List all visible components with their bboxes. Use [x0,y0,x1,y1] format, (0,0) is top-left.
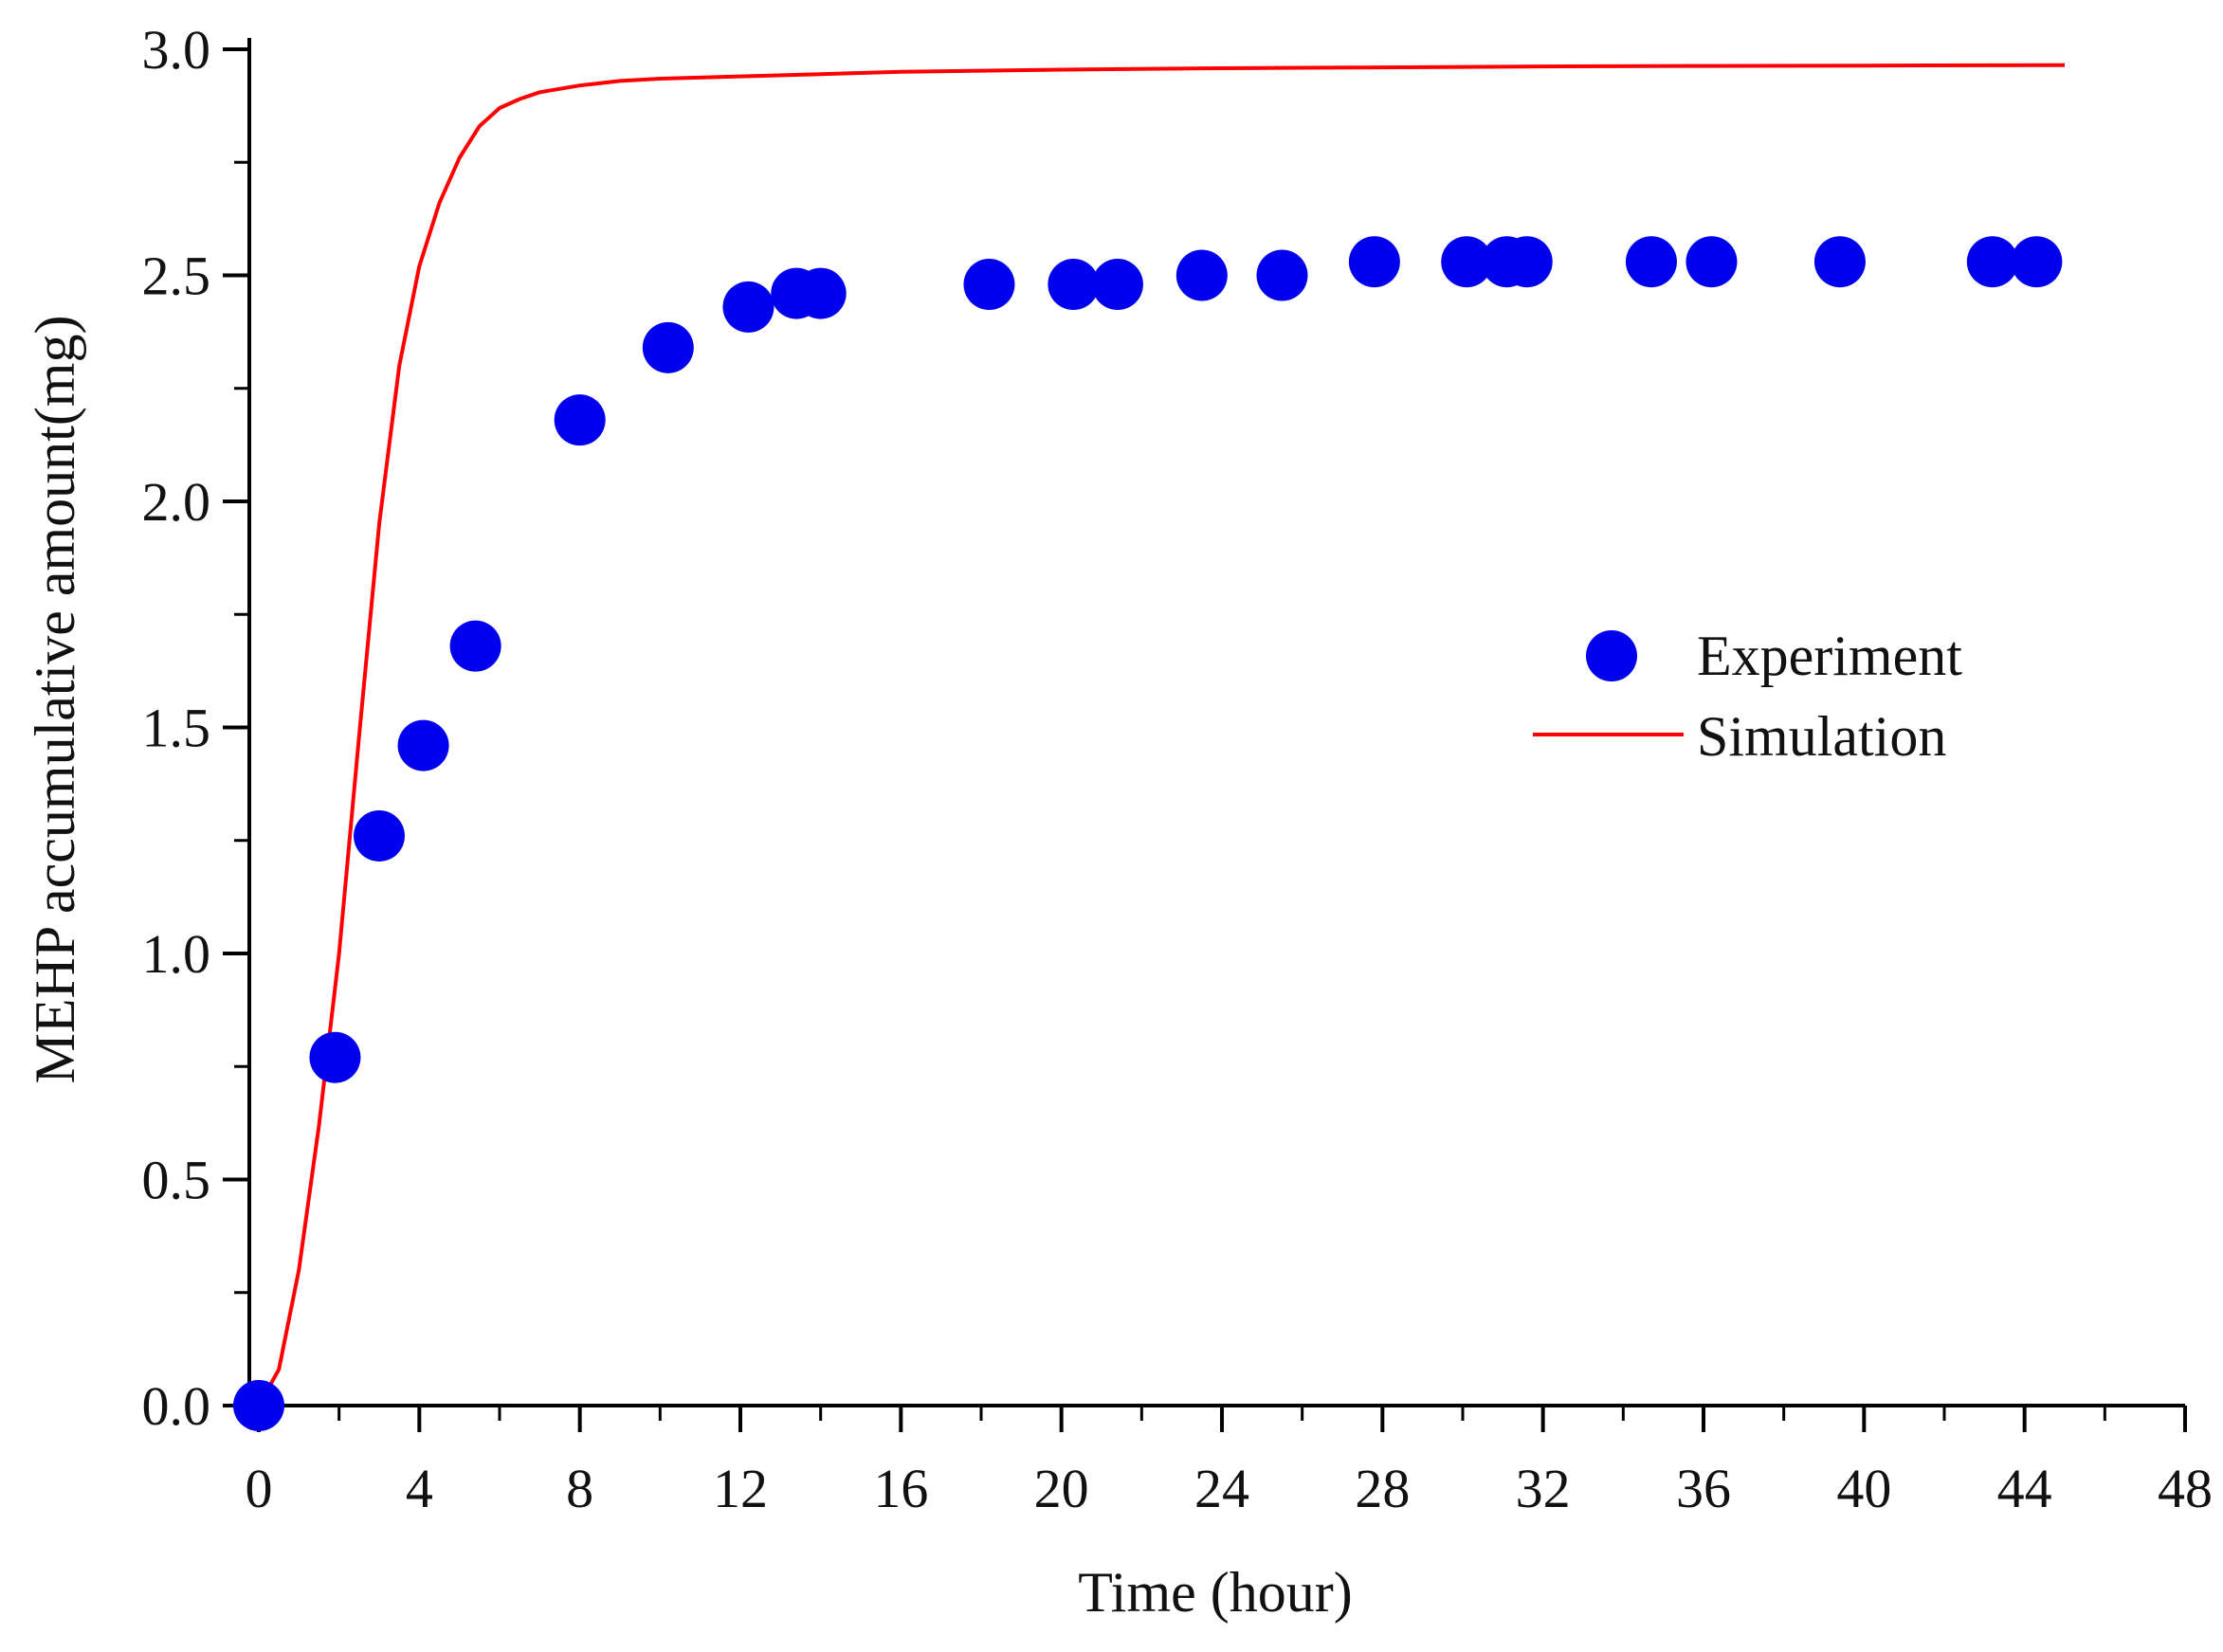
experiment-point [1175,249,1228,301]
experiment-point [309,1031,361,1083]
y-tick-label: 2.0 [142,471,211,533]
experiment-point [397,719,449,772]
x-tick-label: 16 [873,1458,928,1519]
experiment-point [1348,236,1400,288]
experiment-point [642,321,694,373]
experiment-point [1966,236,2018,288]
x-tick-label: 8 [566,1458,593,1519]
y-tick-label: 0.5 [142,1150,211,1211]
experiment-point [722,281,774,333]
experiment-point [354,809,405,862]
x-tick-label: 36 [1676,1458,1731,1519]
experiment-point [1685,236,1738,288]
x-tick-label: 28 [1355,1458,1410,1519]
experiment-point [1501,236,1553,288]
experiment-point [233,1380,284,1431]
x-tick-label: 12 [713,1458,768,1519]
experiment-point [554,394,606,446]
legend-simulation-label: Simulation [1697,705,1946,768]
experiment-point [449,620,501,672]
x-tick-label: 40 [1836,1458,1891,1519]
experiment-point [963,259,1015,311]
y-tick-label: 0.0 [142,1375,211,1437]
experiment-point [1048,259,1100,311]
x-tick-label: 44 [1997,1458,2052,1519]
x-tick-label: 48 [2158,1458,2213,1519]
y-axis-title: MEHP accumulative amount(mg) [24,316,86,1084]
x-tick-label: 20 [1034,1458,1089,1519]
experiment-layer [233,236,2063,1431]
experiment-point [1441,236,1493,288]
experiment-point [1256,249,1308,301]
experiment-point [1813,236,1866,288]
experiment-point [1625,236,1677,288]
y-tick-label: 1.5 [142,698,211,759]
x-tick-label: 4 [406,1458,433,1519]
experiment-point [1091,259,1143,311]
x-axis-title: Time (hour) [1078,1561,1352,1624]
x-tick-label: 32 [1516,1458,1571,1519]
x-tick-label: 0 [246,1458,273,1519]
legend-experiment-label: Experiment [1697,625,1962,687]
experiment-point [2011,236,2063,288]
x-tick-label: 24 [1194,1458,1249,1519]
y-tick-label: 3.0 [142,19,211,81]
y-tick-label: 1.0 [142,923,211,985]
simulation-layer [257,63,2066,1407]
simulation-line [257,63,2066,1407]
legend: Experiment Simulation [1533,625,1962,768]
axes-layer: 0 4 8 12 16 20 24 28 32 36 40 44 480.00.51.01.52.02.… [142,19,2214,1519]
y-tick-label: 2.5 [142,245,211,307]
legend-experiment-marker [1586,630,1637,681]
experiment-point [794,267,847,319]
